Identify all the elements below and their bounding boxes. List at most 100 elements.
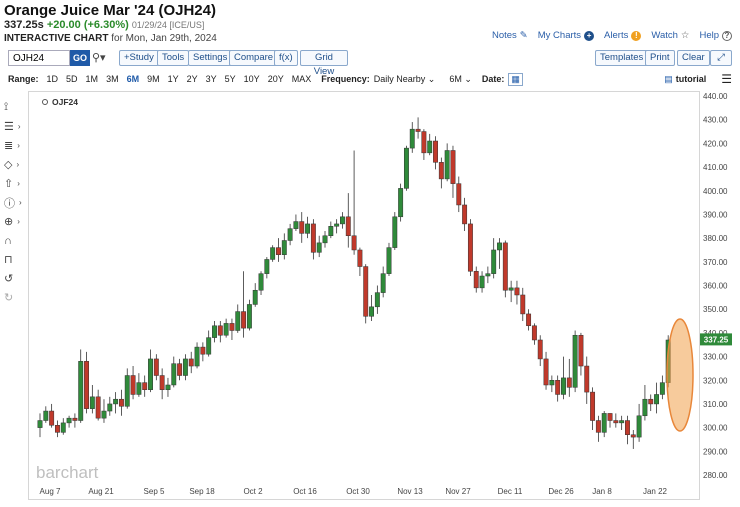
candle-body [235, 311, 241, 331]
candle-body [43, 410, 49, 421]
price-meta: 01/29/24 [ICE/US] [131, 20, 205, 30]
candle-body [555, 380, 561, 395]
measure-tool[interactable]: ⊕ › [4, 212, 28, 231]
range-5d[interactable]: 5D [66, 74, 78, 84]
candle-body [642, 398, 648, 417]
candle-body [386, 247, 392, 274]
templates-button[interactable]: Templates [595, 50, 649, 66]
candle-body [363, 266, 369, 317]
candle-body [281, 240, 287, 255]
print-button[interactable]: Print [645, 50, 675, 66]
candle-body [427, 140, 433, 154]
undo-tool[interactable]: ↺ [4, 269, 28, 288]
range-label: Range: [8, 74, 39, 84]
grid-view-button[interactable]: Grid View [300, 50, 348, 77]
help-icon: ? [722, 30, 732, 41]
candle-body [276, 247, 281, 255]
candle-body [310, 223, 316, 253]
range-5y[interactable]: 5Y [224, 74, 236, 84]
candle-body [473, 271, 479, 289]
menu-icon[interactable]: ☰ [721, 72, 732, 86]
study-button[interactable]: +Study [119, 50, 159, 66]
candle-body [118, 398, 124, 407]
chevron-right-icon: › [17, 141, 20, 150]
candle-body [153, 358, 159, 376]
candle-body [316, 242, 322, 253]
alerts-link[interactable]: Alerts! [604, 30, 642, 41]
candle-body [264, 259, 270, 274]
y-tick-label: 310.00 [703, 400, 728, 409]
candle-body [415, 128, 421, 132]
x-axis: Aug 7 Aug 21 Sep 5 Sep 18 Oct 2 Oct 16 Oct 30 N… [40, 487, 668, 496]
chevron-right-icon: › [16, 160, 20, 169]
top-links: Notes ✎ My Charts + Alerts! Watch ☆ Help? [492, 30, 732, 41]
candle-body [462, 204, 468, 225]
candle-body [590, 391, 596, 421]
frequency-select[interactable]: Daily Nearby ⌄ [374, 74, 436, 85]
magnet-tool[interactable]: ∩ [4, 231, 28, 250]
chevron-down-icon: ⌄ [464, 73, 472, 84]
go-button[interactable]: GO [70, 50, 90, 66]
range-2y[interactable]: 2Y [186, 74, 198, 84]
x-tick-label: Jan 8 [592, 487, 612, 496]
page-title: Orange Juice Mar '24 (OJH24) [4, 2, 216, 19]
fibonacci-tool[interactable]: ≣ › [4, 136, 28, 155]
chevron-right-icon: › [17, 122, 21, 131]
range-1m[interactable]: 1M [85, 74, 99, 84]
candle-body [648, 398, 654, 405]
shapes-tool[interactable]: ◇ › [4, 155, 28, 174]
y-tick-label: 390.00 [703, 210, 728, 219]
candle-body [659, 382, 665, 395]
range-3m[interactable]: 3M [106, 74, 119, 84]
candle-body [37, 420, 43, 428]
arrows-tool[interactable]: ⇧ › [4, 174, 28, 193]
fx-button[interactable]: f(x) [274, 50, 298, 66]
y-tick-label: 360.00 [703, 282, 728, 291]
notes-link[interactable]: Notes ✎ [492, 30, 528, 41]
candle-body [241, 311, 247, 329]
candle-body [200, 346, 206, 355]
symbol-input[interactable] [8, 50, 70, 66]
candle-body [380, 273, 386, 293]
crosshair-tool[interactable]: ⟟ [4, 98, 28, 117]
candle-body [84, 361, 89, 409]
range-10y[interactable]: 10Y [243, 74, 260, 84]
candle-body [182, 358, 188, 376]
edit-icon: ✎ [519, 30, 528, 41]
range-1d[interactable]: 1D [46, 74, 59, 84]
range-9m[interactable]: 9M [147, 74, 160, 84]
candle-body [392, 216, 398, 248]
magnet-icon: ∩ [4, 234, 12, 247]
candle-body [619, 420, 625, 424]
range-1y[interactable]: 1Y [167, 74, 179, 84]
fibonacci-icon: ≣ [4, 140, 14, 152]
redo-tool[interactable]: ↻ [4, 288, 28, 307]
candle-body [595, 420, 601, 433]
last-price-label: 337.25 [704, 335, 729, 344]
chart-legend: OJF24 [52, 97, 78, 107]
my-charts-link[interactable]: My Charts + [538, 30, 595, 41]
crosshair-icon: ⟟ [4, 101, 9, 113]
tutorial-link[interactable]: ▤ tutorial ☰ [664, 72, 732, 86]
range-max[interactable]: MAX [291, 74, 312, 84]
period-select[interactable]: 6M ⌄ [449, 74, 472, 85]
x-tick-label: Dec 11 [498, 487, 523, 496]
lines-tool[interactable]: ☰ › [4, 117, 28, 136]
undo-icon: ↺ [4, 273, 14, 285]
candle-body [89, 396, 95, 409]
expand-icon[interactable]: ⤢ [710, 50, 732, 66]
range-20y[interactable]: 20Y [267, 74, 284, 84]
candle-body [409, 128, 415, 149]
candle-body [49, 410, 55, 426]
lock-tool[interactable]: ⊓ [4, 250, 28, 269]
calendar-icon[interactable]: ▦ [508, 72, 523, 86]
options-icon[interactable]: ⚲▾ [92, 52, 106, 64]
help-link[interactable]: Help? [699, 30, 732, 41]
plus-icon: + [584, 30, 595, 41]
clear-button[interactable]: Clear [677, 50, 710, 66]
range-3y[interactable]: 3Y [205, 74, 217, 84]
annotation-tool[interactable]: ⓘ › [4, 193, 28, 212]
range-6m[interactable]: 6M [126, 74, 140, 84]
watch-link[interactable]: Watch ☆ [651, 30, 689, 41]
